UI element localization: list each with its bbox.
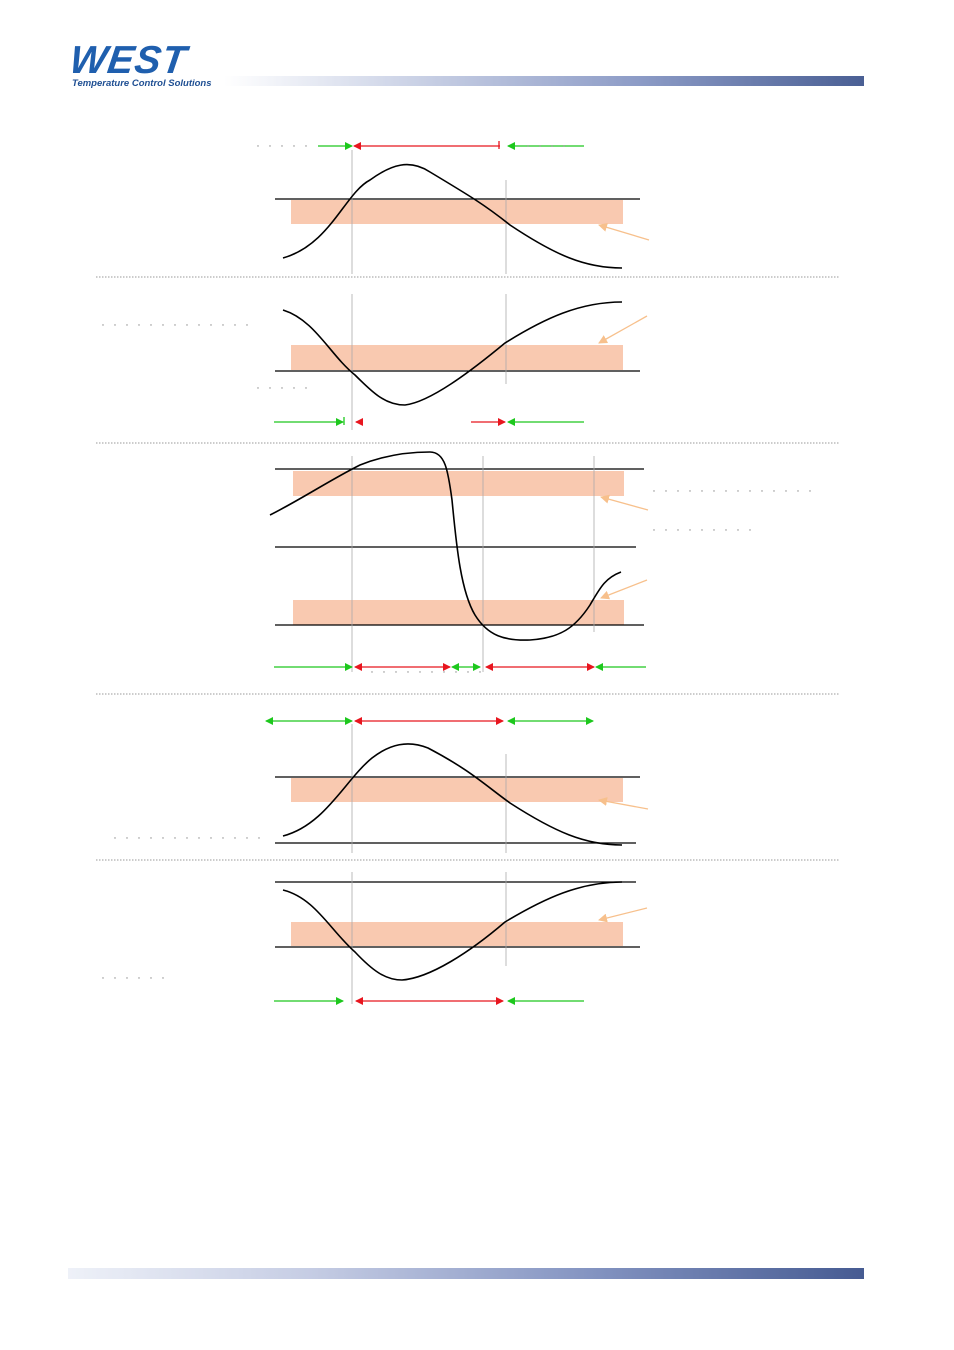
hysteresis-pointer — [598, 797, 649, 810]
leader-dots — [371, 490, 811, 673]
footer-gradient-bar — [68, 1268, 864, 1279]
panel-5 — [102, 872, 648, 1005]
hysteresis-pointer — [598, 315, 648, 344]
hysteresis-pointer-high — [600, 494, 649, 511]
leader-dots — [257, 145, 565, 147]
hysteresis-pointer — [598, 907, 648, 923]
panel-3 — [269, 451, 811, 673]
process-curve — [282, 881, 623, 981]
process-curve — [282, 301, 623, 406]
hysteresis-band — [291, 345, 623, 370]
process-curve — [282, 163, 623, 269]
hysteresis-pointer-low — [600, 579, 648, 600]
leader-dots — [102, 977, 164, 979]
west-logo: WEST Temperature Control Solutions — [67, 39, 230, 92]
panel-1 — [257, 141, 650, 274]
hysteresis-pointer — [598, 222, 650, 241]
panel-4 — [114, 717, 649, 853]
hysteresis-band — [291, 778, 623, 802]
process-curve — [282, 743, 623, 846]
hysteresis-band-high — [293, 471, 624, 496]
leader-dots — [102, 324, 307, 389]
process-curve — [269, 451, 622, 641]
hysteresis-band — [291, 922, 623, 946]
hysteresis-band-low — [293, 600, 624, 625]
header-gradient-bar — [224, 76, 864, 86]
panel-2 — [102, 294, 648, 430]
logo-tagline: Temperature Control Solutions — [72, 78, 212, 89]
panel-separators — [96, 276, 840, 861]
leader-dots — [114, 837, 260, 839]
